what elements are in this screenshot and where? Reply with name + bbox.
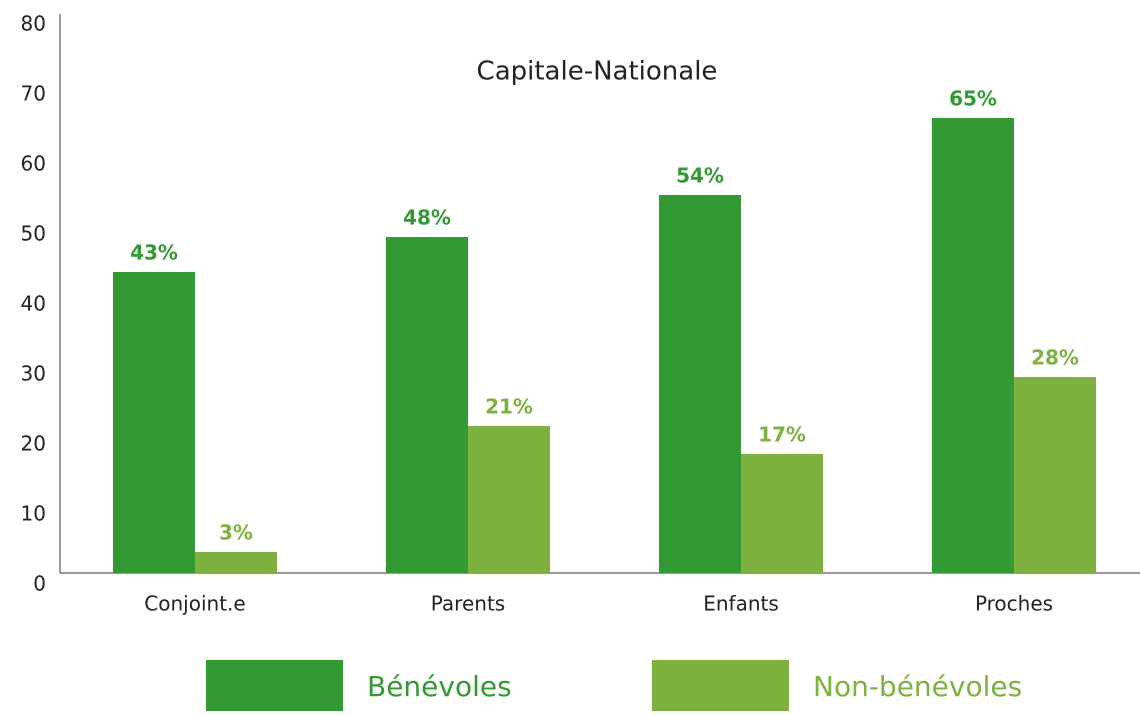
bar — [659, 195, 741, 573]
bar — [113, 272, 195, 573]
y-tick-label: 50 — [21, 222, 46, 246]
data-label: 17% — [758, 423, 806, 447]
y-tick-label: 70 — [21, 82, 46, 106]
data-label: 54% — [676, 164, 724, 188]
legend-label: Non-bénévoles — [813, 670, 1022, 703]
y-tick-label: 30 — [21, 362, 46, 386]
bar — [932, 118, 1014, 573]
chart-title: Capitale-Nationale — [477, 57, 718, 87]
y-tick-label: 20 — [21, 432, 46, 456]
bar — [741, 454, 823, 573]
x-tick-label: Conjoint.e — [144, 592, 245, 616]
legend-swatch — [206, 660, 343, 711]
bar — [1014, 377, 1096, 573]
y-tick-label: 60 — [21, 152, 46, 176]
x-tick-label: Enfants — [703, 592, 779, 616]
x-tick-label: Parents — [431, 592, 505, 616]
legend-label: Bénévoles — [367, 670, 512, 703]
data-label: 28% — [1031, 346, 1079, 370]
y-tick-label: 0 — [33, 572, 46, 596]
data-label: 65% — [949, 87, 997, 111]
y-tick-label: 10 — [21, 502, 46, 526]
data-label: 21% — [485, 395, 533, 419]
x-tick-label: Proches — [975, 592, 1053, 616]
data-label: 43% — [130, 241, 178, 265]
y-tick-label: 80 — [21, 12, 46, 36]
y-tick-label: 40 — [21, 292, 46, 316]
data-label: 48% — [403, 206, 451, 230]
legend-swatch — [652, 660, 789, 711]
bar — [386, 237, 468, 573]
data-label: 3% — [219, 521, 253, 545]
bar — [468, 426, 550, 573]
bar — [195, 552, 277, 573]
